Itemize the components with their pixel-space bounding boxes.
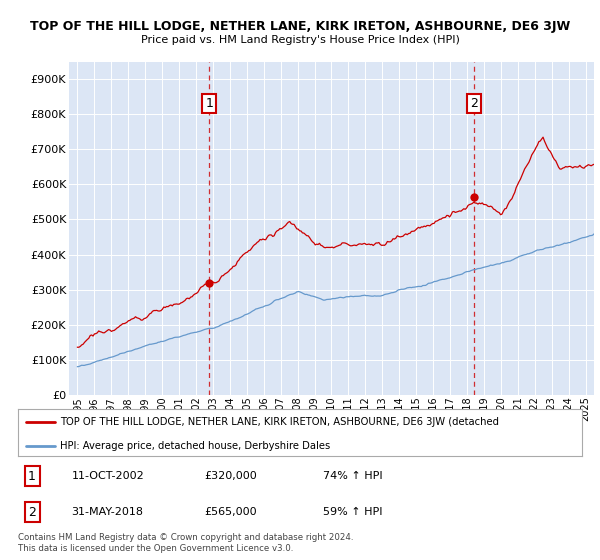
Text: TOP OF THE HILL LODGE, NETHER LANE, KIRK IRETON, ASHBOURNE, DE6 3JW: TOP OF THE HILL LODGE, NETHER LANE, KIRK… [30,20,570,32]
Text: 11-OCT-2002: 11-OCT-2002 [71,471,145,481]
Text: 2: 2 [28,506,36,519]
Text: 1: 1 [28,469,36,483]
Text: 59% ↑ HPI: 59% ↑ HPI [323,507,382,517]
Text: 74% ↑ HPI: 74% ↑ HPI [323,471,382,481]
Text: 2: 2 [470,97,478,110]
Text: Contains HM Land Registry data © Crown copyright and database right 2024.
This d: Contains HM Land Registry data © Crown c… [18,533,353,553]
Text: HPI: Average price, detached house, Derbyshire Dales: HPI: Average price, detached house, Derb… [60,441,331,451]
Text: 1: 1 [205,97,213,110]
Text: TOP OF THE HILL LODGE, NETHER LANE, KIRK IRETON, ASHBOURNE, DE6 3JW (detached: TOP OF THE HILL LODGE, NETHER LANE, KIRK… [60,417,499,427]
Text: £565,000: £565,000 [204,507,257,517]
Text: 31-MAY-2018: 31-MAY-2018 [71,507,143,517]
Text: Price paid vs. HM Land Registry's House Price Index (HPI): Price paid vs. HM Land Registry's House … [140,35,460,45]
Text: £320,000: £320,000 [204,471,257,481]
